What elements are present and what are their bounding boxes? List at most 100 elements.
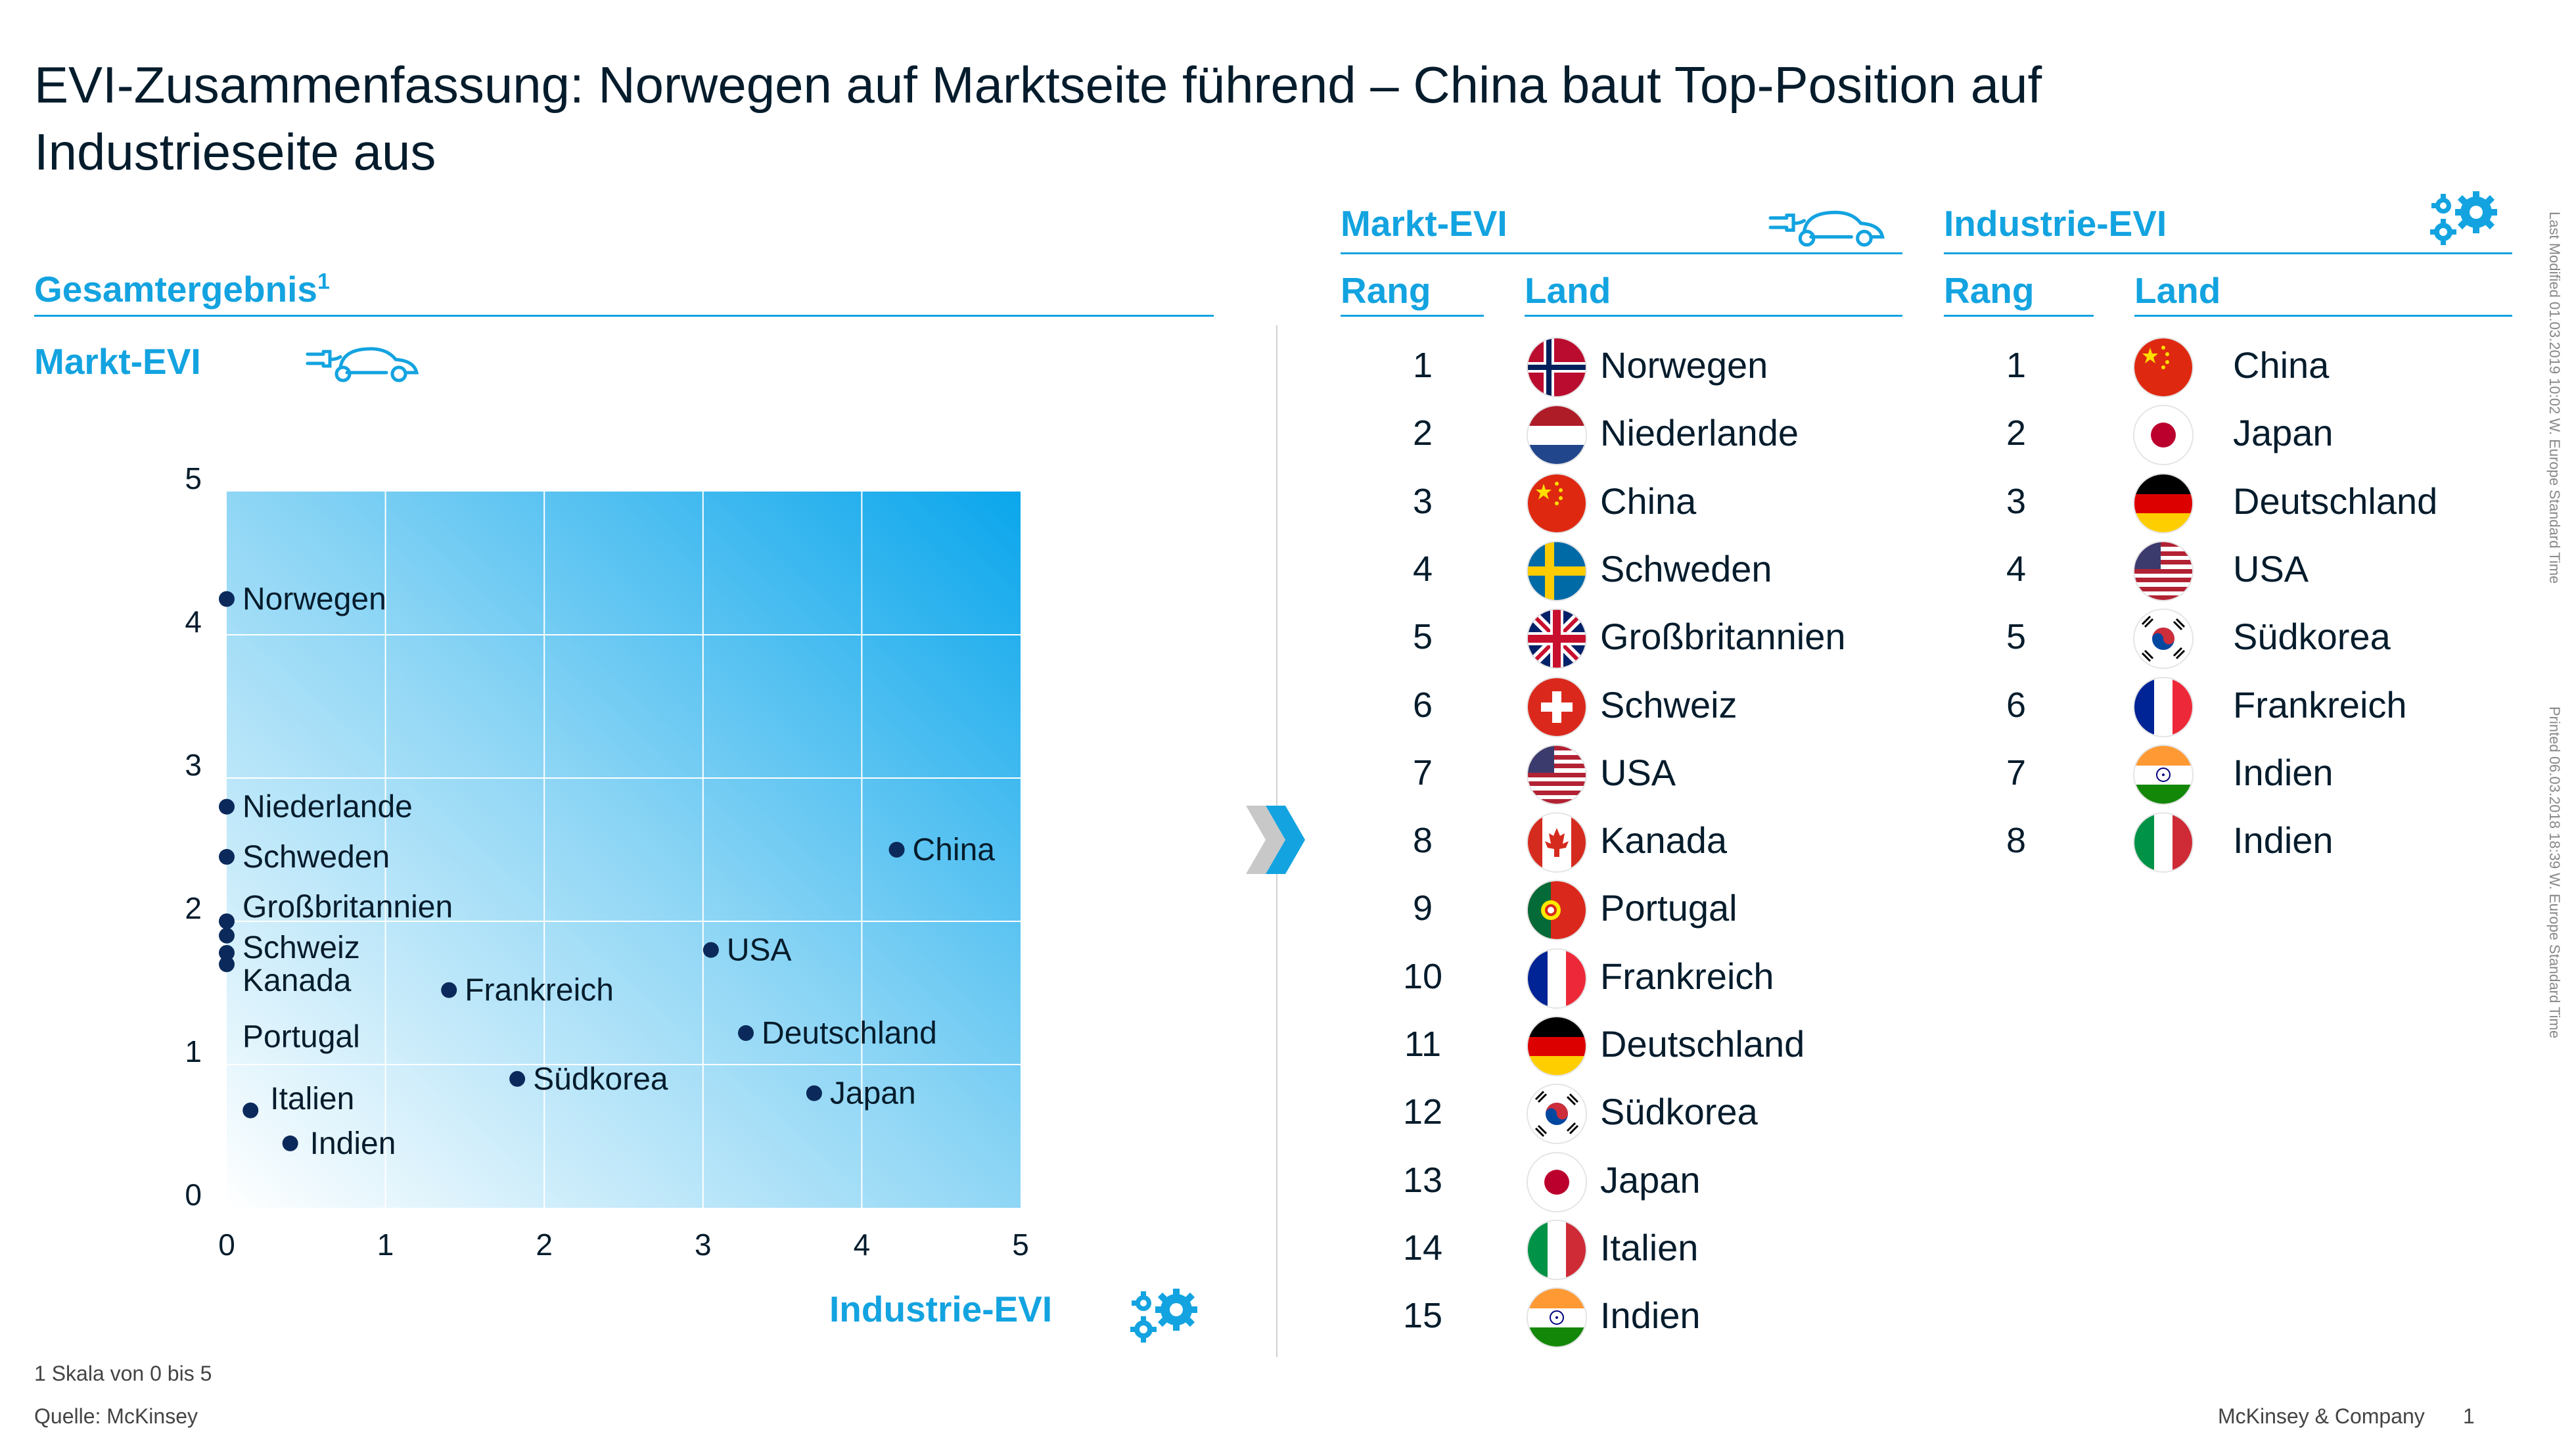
y-tick-label: 4 [185,605,202,639]
y-tick-label: 0 [185,1178,202,1212]
italy-flag-icon [2134,814,2192,872]
switzerland-flag-icon [1528,678,1586,736]
y-tick-label: 1 [185,1034,202,1069]
data-point-indien [282,1135,298,1151]
footnote: 1 Skala von 0 bis 5 [34,1362,212,1385]
page-title: EVI-Zusammenfassung: Norwegen auf Markts… [34,56,2042,181]
industrie-land-7: Indien [2233,751,2334,793]
japan-flag-icon [1528,1153,1586,1211]
germany-flag-icon [2134,474,2192,532]
industrie-land-1: China [2233,344,2330,386]
data-point-usa [702,942,719,958]
markt-rank-1: 1 [1412,346,1433,385]
section-title-text: Gesamtergebnis [34,269,318,310]
data-point-portugal [219,956,235,973]
france-flag-icon [1528,949,1586,1007]
data-point-niederlande [219,798,235,815]
markt-rank-3: 3 [1412,481,1433,521]
markt-land-7: USA [1600,751,1676,793]
markt-rang-rule [1341,315,1484,317]
data-label-südkorea: Südkorea [533,1062,668,1097]
markt-land-4: Schweden [1600,547,1772,589]
industrie-land-4: USA [2233,547,2309,589]
electric-car-icon [306,347,419,382]
markt-rank-8: 8 [1412,821,1433,861]
markt-rang-header: Rang [1341,270,1431,311]
markt-rank-11: 11 [1404,1024,1442,1064]
gears-icon-table [2430,191,2497,245]
industrie-rank-7: 7 [2006,752,2027,793]
markt-land-12: Südkorea [1600,1091,1758,1133]
india-flag-icon [2134,745,2192,804]
data-label-usa: USA [727,933,792,968]
industrie-land-2: Japan [2233,412,2334,454]
y-tick-label: 5 [185,461,202,495]
x-tick-label: 5 [1012,1228,1029,1262]
x-tick-label: 1 [377,1228,394,1262]
data-label-schweiz: Schweiz [242,931,360,965]
y-tick-label: 2 [185,891,202,925]
usa-flag-icon [2134,541,2192,600]
industrie-rang-header: Rang [1944,270,2035,311]
data-label-schweden: Schweden [242,840,390,875]
industrie-land-3: Deutschland [2233,480,2438,522]
data-point-china [888,842,905,858]
markt-land-1: Norwegen [1600,344,1768,386]
data-label-italien: Italien [270,1082,354,1116]
data-point-italien [242,1102,259,1118]
side-modified: Last Modified 01.03.2019 10:02 W. Europe… [2546,212,2563,584]
usa-flag-icon [1528,745,1586,804]
data-label-kanada: Kanada [242,963,352,998]
markt-land-14: Italien [1600,1226,1699,1268]
norway-flag-icon [1528,338,1586,396]
markt-rank-12: 12 [1402,1092,1443,1132]
markt-rank-2: 2 [1412,413,1433,453]
china-flag-icon [2134,338,2192,396]
germany-flag-icon [1528,1017,1586,1075]
uk-flag-icon [1528,610,1586,668]
markt-land-8: Kanada [1600,819,1728,862]
page-number: 1 [2463,1404,2475,1428]
data-point-kanada [219,944,235,961]
industrie-land-5: Südkorea [2233,616,2391,658]
industrie-rank-3: 3 [2006,481,2027,521]
chevron-right-icon [1246,806,1305,874]
data-point-großbritannien [219,913,235,929]
markt-land-15: Indien [1600,1295,1701,1337]
industrie-rank-1: 1 [2006,346,2027,385]
china-flag-icon [1528,474,1586,532]
sweden-flag-icon [1528,541,1586,600]
markt-land-11: Deutschland [1600,1023,1805,1065]
markt-land-6: Schweiz [1600,683,1737,725]
electric-car-icon-table [1768,210,1885,247]
industrie-rang-rule [1944,315,2094,317]
markt-land-13: Japan [1600,1159,1701,1201]
data-point-frankreich [441,982,457,998]
side-printed: Printed 06.03.2018 18:39 W. Europe Stand… [2546,706,2563,1039]
markt-land-rule [1525,315,1902,317]
markt-rank-14: 14 [1402,1228,1443,1268]
canada-flag-icon [1528,814,1586,872]
markt-rank-4: 4 [1412,549,1433,589]
portugal-flag-icon [1528,881,1586,940]
korea-flag-icon [1528,1085,1586,1143]
industrie-rank-4: 4 [2006,549,2027,589]
data-point-schweiz [219,927,235,944]
data-label-china: China [913,833,996,867]
x-tick-label: 4 [854,1228,871,1262]
markt-land-3: China [1600,480,1697,522]
x-tick-label: 2 [536,1228,553,1262]
section-title: Gesamtergebnis1 [34,268,330,310]
markt-land-2: Niederlande [1600,412,1799,454]
netherlands-flag-icon [1528,406,1586,465]
data-point-norwegen [219,591,235,607]
industrie-rank-8: 8 [2006,821,2027,861]
industrie-evi-title: Industrie-EVI [1944,203,2167,244]
markt-land-9: Portugal [1600,887,1737,929]
data-point-japan [806,1085,822,1101]
industrie-title-rule [1944,252,2512,254]
company-name: McKinsey & Company [2218,1404,2425,1428]
markt-rank-10: 10 [1402,956,1443,996]
industrie-land-6: Frankreich [2233,683,2407,725]
data-label-indien: Indien [310,1126,396,1161]
